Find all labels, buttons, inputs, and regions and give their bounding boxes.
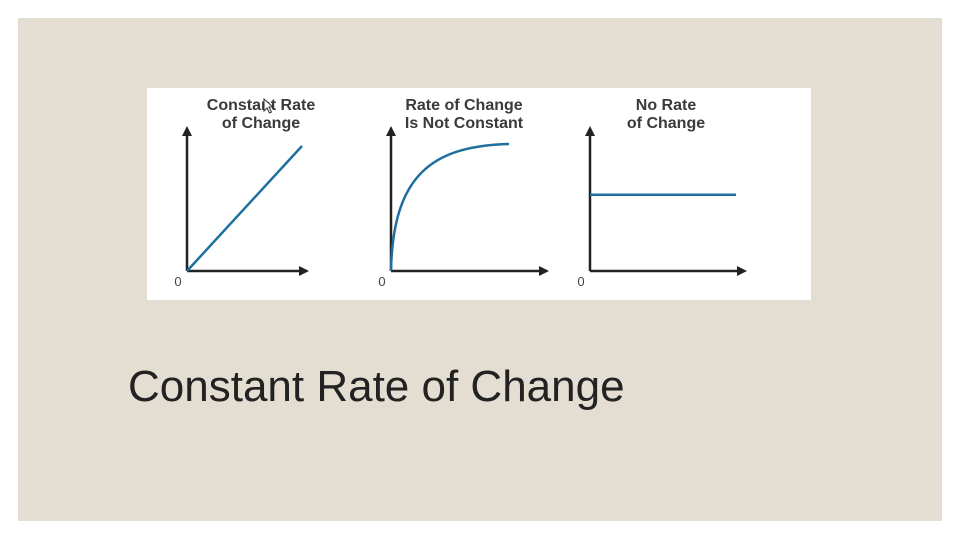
chart-1-title-line-2: of Change [222, 115, 300, 132]
chart-1-origin-label: 0 [174, 274, 181, 289]
mouse-pointer-icon [263, 97, 275, 119]
chart-1-title-line-1: Constant Rate [207, 97, 316, 114]
chart-2-series-line [389, 142, 510, 272]
chart-2-title-line-1: Rate of Change [405, 97, 522, 114]
chart-1-series-line [186, 145, 303, 272]
chart-2-y-arrow [386, 126, 396, 136]
chart-2-origin-label: 0 [378, 274, 385, 289]
chart-2-x-arrow [539, 266, 549, 276]
chart-1-y-arrow [182, 126, 192, 136]
chart-3-origin-label: 0 [577, 274, 584, 289]
chart-3-title-line-1: No Rate [636, 97, 697, 114]
chart-1-x-arrow [299, 266, 309, 276]
rate-of-change-figure: Constant Rate of Change 0 Rate of Change Is … [147, 88, 811, 300]
chart-3-title-line-2: of Change [627, 115, 705, 132]
chart-2-title-line-2: Is Not Constant [405, 115, 524, 132]
chart-3-x-arrow [737, 266, 747, 276]
slide-title: Constant Rate of Change [128, 362, 625, 411]
chart-3-y-arrow [585, 126, 595, 136]
